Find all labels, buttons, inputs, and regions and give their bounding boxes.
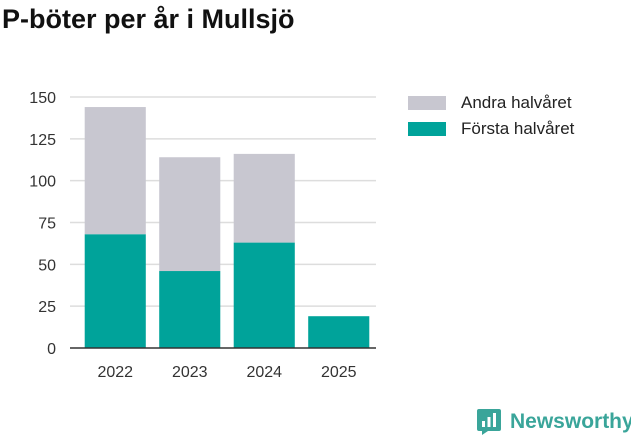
y-tick-label: 150 xyxy=(29,90,56,107)
x-tick-label: 2024 xyxy=(246,364,282,381)
y-tick-label: 75 xyxy=(38,216,56,233)
x-tick-label: 2025 xyxy=(321,364,357,381)
y-tick-label: 25 xyxy=(38,299,56,316)
y-tick-label: 100 xyxy=(29,174,56,191)
y-tick-label: 0 xyxy=(47,341,56,358)
legend-swatch-forsta xyxy=(408,122,446,136)
bar-2023-andra xyxy=(159,157,221,272)
bar-2025-forsta xyxy=(308,316,370,348)
legend-swatch-andra xyxy=(408,96,446,110)
x-tick-label: 2023 xyxy=(172,364,208,381)
brand-name: Newsworthy xyxy=(510,410,631,433)
y-tick-label: 50 xyxy=(38,257,56,274)
brand-logo[interactable]: Newsworthy xyxy=(476,408,631,436)
bar-2024-andra xyxy=(233,153,295,243)
x-tick-label: 2022 xyxy=(97,364,133,381)
bar-2022-forsta xyxy=(84,234,146,348)
chart-title: P-böter per år i Mullsjö xyxy=(2,4,295,34)
legend-label-andra: Andra halvåret xyxy=(461,93,572,112)
legend-label-forsta: Första halvåret xyxy=(461,119,575,138)
bar-2022-andra xyxy=(84,107,146,235)
y-tick-label: 125 xyxy=(29,132,56,149)
legend-item-forsta: Första halvåret xyxy=(408,116,574,142)
bar-2023-forsta xyxy=(159,271,221,348)
legend: Andra halvåret Första halvåret xyxy=(408,90,574,142)
bar-2024-forsta xyxy=(233,242,295,348)
bar-chart-logo-icon xyxy=(477,409,501,435)
legend-item-andra: Andra halvåret xyxy=(408,90,574,116)
